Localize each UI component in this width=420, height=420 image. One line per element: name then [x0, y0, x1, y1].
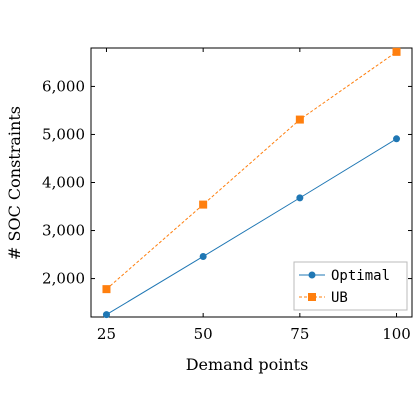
y-tick-label: 4,000	[42, 174, 85, 192]
x-tick-label: 100	[382, 325, 411, 343]
data-point-optimal	[102, 311, 110, 319]
legend-label-optimal: Optimal	[331, 268, 390, 284]
legend-marker-ub	[308, 293, 316, 301]
legend-marker-optimal	[308, 271, 316, 279]
plot-area: 25 50 75 100 2,000 3,000 4,000 5,000 6,000 Optima…	[42, 47, 413, 343]
x-axis-label: Demand points	[186, 355, 309, 374]
legend-box	[293, 261, 408, 311]
series-line-optimal	[106, 138, 397, 316]
data-point-optimal	[393, 135, 401, 143]
y-tick-label: 3,000	[42, 222, 85, 240]
data-point-ub	[102, 285, 111, 294]
y-tick-label: 5,000	[42, 125, 85, 143]
series-line-ub	[106, 51, 397, 290]
data-point-ub	[392, 47, 401, 56]
data-point-ub	[295, 115, 304, 124]
x-tick-label: 50	[194, 325, 213, 343]
y-tick-label: 2,000	[42, 270, 85, 288]
data-point-ub	[199, 200, 208, 209]
legend-label-ub: UB	[331, 290, 348, 306]
data-point-optimal	[296, 194, 304, 202]
data-point-optimal	[199, 252, 207, 260]
x-tick-label: 25	[97, 325, 116, 343]
x-tick-label: 75	[290, 325, 309, 343]
y-tick-label: 6,000	[42, 77, 85, 95]
y-axis-label: # SOC Constraints	[5, 106, 24, 260]
